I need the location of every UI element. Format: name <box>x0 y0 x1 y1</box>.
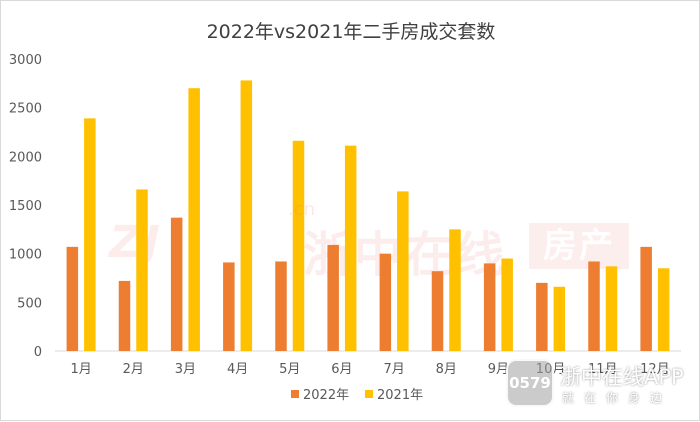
app-name: 浙中在线APP <box>560 365 684 389</box>
x-tick-label: 9月 <box>488 362 509 377</box>
y-tick-label: 0 <box>34 345 42 360</box>
bar-2022年 <box>431 271 444 351</box>
app-slogan: 就在你身边 <box>562 391 673 405</box>
x-tick-label: 1月 <box>70 362 91 377</box>
bar-2021年 <box>292 140 305 351</box>
bar-2021年 <box>136 189 148 351</box>
bar-2021年 <box>188 88 200 351</box>
x-tick-label: 6月 <box>331 362 352 377</box>
bar-2021年 <box>501 258 513 351</box>
legend-label: 2022年 <box>303 388 349 403</box>
x-tick-label: 11月 <box>588 362 618 377</box>
legend-swatch <box>365 390 373 398</box>
bar-2021年 <box>84 118 96 351</box>
x-tick-label: 2月 <box>123 362 144 377</box>
x-tick-label: 3月 <box>175 362 196 377</box>
bar-2022年 <box>118 280 131 351</box>
y-tick-label: 2000 <box>9 150 42 165</box>
watermark-domain: .cn <box>288 199 315 220</box>
bar-2021年 <box>657 268 670 351</box>
bar-2021年 <box>449 229 461 351</box>
y-tick-label: 1000 <box>9 248 42 263</box>
bar-2021年 <box>605 266 618 351</box>
app-logo-icon: 0579 <box>506 359 554 407</box>
x-tick-label: 8月 <box>436 362 457 377</box>
bar-2022年 <box>327 244 339 351</box>
y-tick-label: 500 <box>17 296 42 311</box>
y-tick-label: 2500 <box>9 102 42 117</box>
bar-2022年 <box>379 253 392 351</box>
x-tick-label: 7月 <box>383 362 404 377</box>
bar-2021年 <box>240 80 253 351</box>
legend-swatch <box>291 390 299 398</box>
bar-2021年 <box>344 145 357 351</box>
watermark-section-label: 房产 <box>529 223 629 269</box>
chart-title: 2022年vs2021年二手房成交套数 <box>206 21 496 43</box>
bar-2022年 <box>483 263 496 351</box>
x-tick-label: 12月 <box>640 362 670 377</box>
x-tick-label: 5月 <box>279 362 300 377</box>
bar-2022年 <box>223 262 235 351</box>
bar-2022年 <box>170 217 183 351</box>
bar-2021年 <box>397 191 409 351</box>
bar-2021年 <box>553 286 566 351</box>
y-tick-label: 3000 <box>9 53 42 68</box>
bar-2022年 <box>275 261 287 351</box>
bar-2022年 <box>640 246 652 351</box>
y-tick-label: 1500 <box>9 199 42 214</box>
bar-2022年 <box>588 261 600 351</box>
legend-label: 2021年 <box>377 388 423 403</box>
bar-2022年 <box>66 246 79 351</box>
app-badge: 0579 浙中在线APP 就在你身边 <box>504 359 694 411</box>
x-tick-label: 4月 <box>227 362 248 377</box>
bar-2022年 <box>536 282 548 351</box>
